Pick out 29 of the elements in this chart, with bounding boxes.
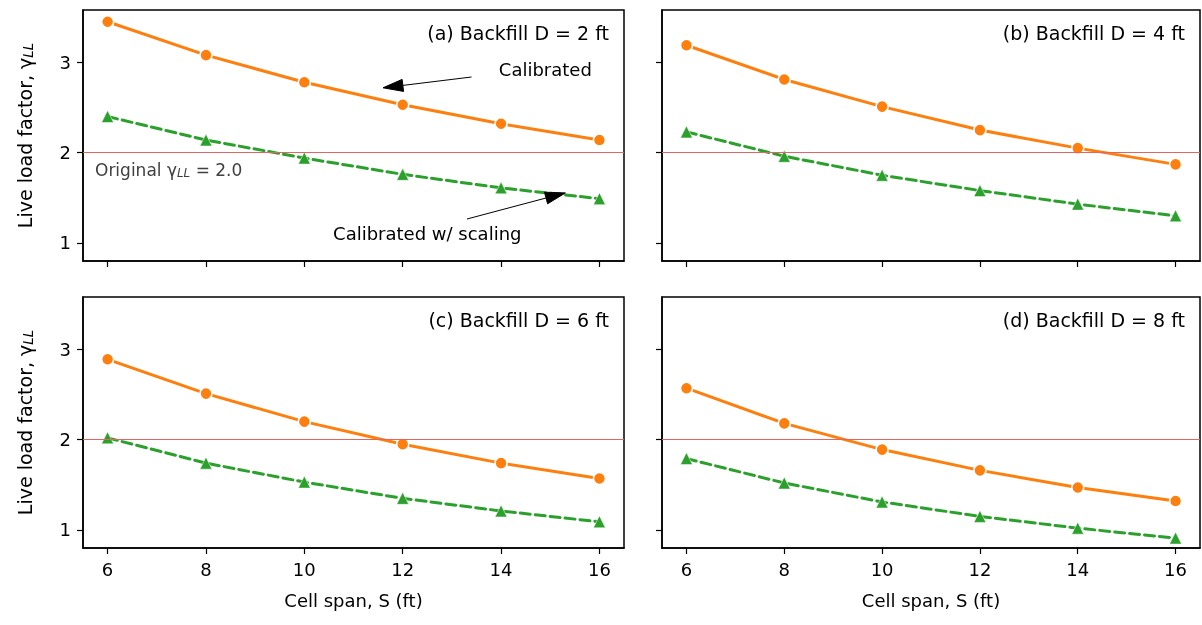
y-axis-title: Live load factor, γLL: [13, 42, 36, 229]
x-tick-label: 6: [101, 558, 114, 580]
y-tick-label: 1: [59, 232, 71, 254]
y-tick-label: 3: [59, 51, 71, 73]
text: (c) Backfill D = 6 ft: [428, 308, 610, 331]
text: (b) Backfill D = 4 ft: [1002, 21, 1186, 44]
x-tick-label: 16: [587, 558, 611, 580]
y-axis-title: Live load factor, γLL: [13, 329, 36, 516]
y-tick-label: 2: [59, 429, 71, 451]
x-tick-label: 8: [778, 558, 790, 580]
x-tick-label: 12: [968, 558, 992, 580]
annotation: Calibrated: [498, 59, 592, 81]
x-tick-label: 14: [1066, 558, 1090, 580]
x-tick-label: 10: [870, 558, 894, 580]
text: (a) Backfill D = 2 ft: [427, 21, 609, 44]
ref-line-label: Original γLL = 2.0: [95, 160, 243, 181]
x-axis-title: Cell span, S (ft): [861, 589, 1001, 611]
x-tick-label: 10: [292, 558, 316, 580]
text: (d) Backfill D = 8 ft: [1002, 308, 1186, 331]
y-tick-label: 1: [59, 519, 71, 541]
y-tick-label: 3: [59, 338, 71, 360]
x-axis-title: Cell span, S (ft): [284, 589, 423, 611]
x-tick-label: 12: [391, 558, 415, 580]
annotation: Calibrated w/ scaling: [333, 223, 522, 245]
x-tick-label: 16: [1164, 558, 1187, 580]
x-tick-label: 6: [680, 558, 693, 580]
x-tick-label: 8: [200, 558, 212, 580]
y-tick-label: 2: [59, 142, 71, 164]
x-tick-label: 14: [489, 558, 513, 580]
